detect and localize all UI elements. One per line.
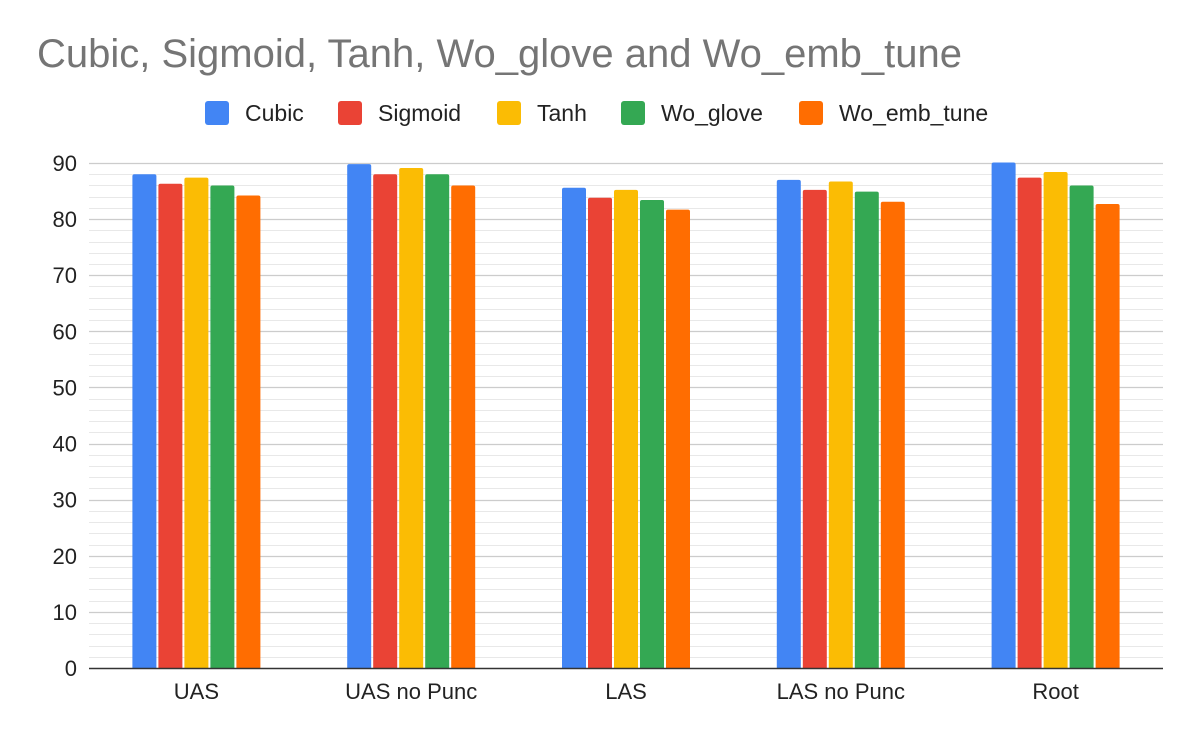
x-tick-label: LAS: [605, 679, 647, 704]
legend-item-cubic: Cubic: [205, 98, 304, 128]
bar-sigmoid-2: [373, 174, 398, 668]
legend-label: Cubic: [245, 99, 304, 126]
bar-wo-glove-4: [854, 191, 879, 668]
y-tick-label: 70: [53, 263, 77, 288]
legend-label: Wo_emb_tune: [839, 99, 989, 126]
y-tick-label: 90: [53, 151, 77, 176]
bar-wo-glove-3: [640, 200, 664, 669]
bar-sigmoid-4: [802, 189, 827, 668]
legend-swatch: [497, 101, 521, 125]
bar-sigmoid-5: [1017, 177, 1042, 669]
bar-wo-emb-tune-1: [236, 195, 261, 669]
bar-wo-glove-2: [425, 174, 450, 668]
legend-swatch: [621, 101, 645, 125]
y-tick-label: 20: [53, 544, 77, 569]
bar-tanh-1: [184, 177, 209, 669]
bar-wo-emb-tune-4: [880, 201, 905, 668]
bar-cubic-2: [347, 164, 372, 668]
bar-cubic-4: [776, 179, 801, 669]
legend-swatch: [205, 101, 229, 125]
legend-item-tanh: Tanh: [497, 98, 587, 128]
x-tick-label: Root: [1032, 679, 1078, 704]
legend: Cubic Sigmoid Tanh Wo_glove Wo_emb_tune: [0, 98, 1200, 128]
x-tick-label: LAS no Punc: [777, 679, 905, 704]
legend-swatch: [338, 101, 362, 125]
bar-wo-emb-tune-3: [666, 209, 690, 669]
bar-wo-glove-5: [1069, 185, 1094, 668]
y-tick-label: 80: [53, 207, 77, 232]
y-tick-label: 30: [53, 488, 77, 513]
chart-title: Cubic, Sigmoid, Tanh, Wo_glove and Wo_em…: [37, 32, 963, 76]
x-tick-label: UAS no Punc: [345, 679, 477, 704]
legend-item-wo-emb-tune: Wo_emb_tune: [799, 98, 988, 128]
y-tick-label: 60: [53, 319, 77, 344]
y-tick-label: 40: [53, 432, 77, 457]
legend-swatch: [799, 101, 823, 125]
bar-wo-glove-1: [210, 185, 235, 668]
x-tick-labels: UAS UAS no Punc LAS LAS no Punc Root: [174, 679, 1079, 704]
bar-tanh-2: [399, 168, 424, 669]
bar-wo-emb-tune-2: [451, 185, 476, 668]
legend-label: Tanh: [537, 99, 587, 126]
bar-sigmoid-3: [588, 197, 612, 669]
bar-tanh-5: [1043, 171, 1068, 668]
bar-cubic-3: [562, 187, 586, 668]
bar-wo-emb-tune-5: [1095, 203, 1120, 668]
legend-label: Wo_glove: [661, 99, 763, 126]
y-tick-labels: 0 10 20 30 40 50 60 70 80 90: [53, 151, 77, 681]
y-tick-label: 50: [53, 375, 77, 400]
bar-tanh-4: [828, 181, 853, 668]
legend-item-sigmoid: Sigmoid: [338, 98, 461, 128]
legend-item-wo-glove: Wo_glove: [621, 98, 763, 128]
bar-cubic-5: [991, 162, 1016, 668]
x-tick-label: UAS: [174, 679, 219, 704]
y-tick-label: 10: [53, 600, 77, 625]
bar-cubic-1: [132, 174, 157, 668]
bars: [132, 162, 1120, 669]
legend-label: Sigmoid: [378, 99, 462, 126]
bar-tanh-3: [614, 189, 638, 668]
y-tick-label: 0: [65, 656, 77, 681]
bar-sigmoid-1: [158, 183, 183, 668]
